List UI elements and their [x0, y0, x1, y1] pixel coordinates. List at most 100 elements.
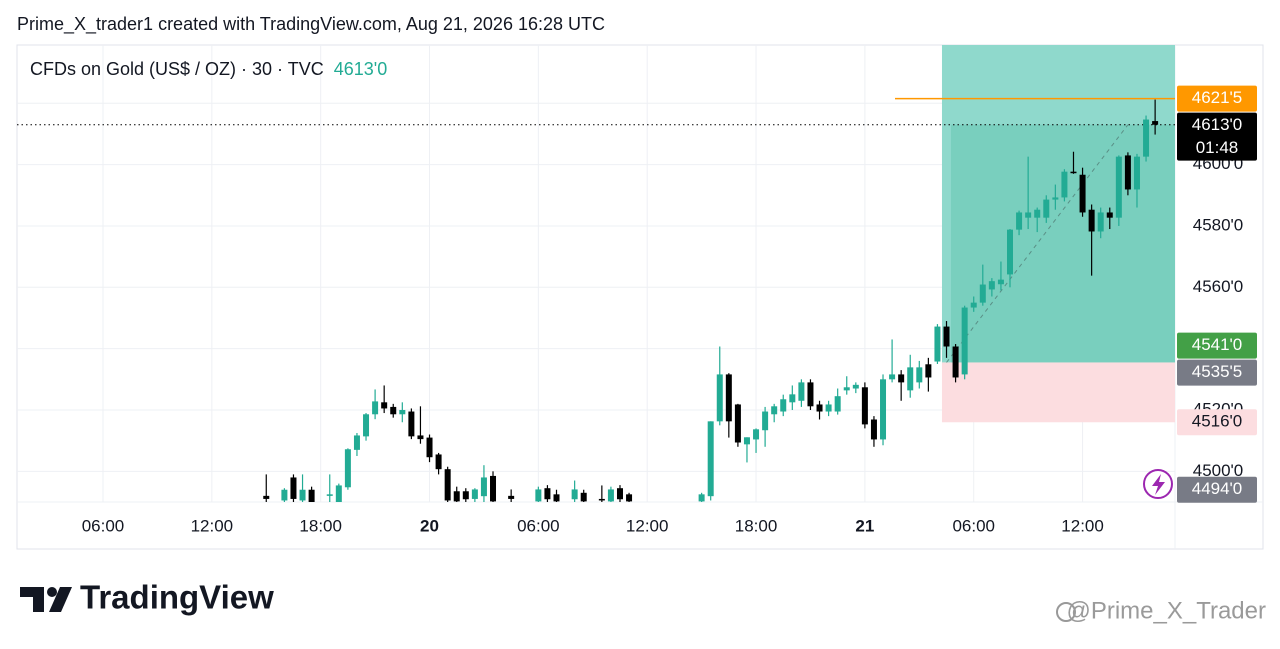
candle-body	[1034, 209, 1041, 218]
y-tick-label: 4560'0	[1193, 277, 1244, 296]
watermark-icon	[1056, 602, 1076, 622]
candle-body	[834, 396, 841, 412]
price-badge-label: 4535'5	[1192, 362, 1243, 381]
candle-body	[1016, 212, 1023, 230]
candle-body	[281, 489, 288, 501]
candle-body	[290, 477, 297, 499]
candle-body	[344, 449, 351, 488]
candle-body	[1133, 156, 1140, 190]
candle-body	[798, 382, 805, 401]
candle-body	[1061, 171, 1068, 198]
x-tick-label: 12:00	[191, 516, 234, 535]
candle-body	[426, 437, 433, 458]
candle-body	[544, 488, 551, 500]
position-tool	[941, 45, 1175, 423]
candle-body	[861, 387, 868, 425]
candle-body	[825, 404, 832, 412]
candle-body	[508, 495, 515, 499]
candle-body	[1043, 199, 1050, 218]
candle-body	[471, 489, 478, 499]
candle-body	[771, 406, 778, 415]
candle-body	[626, 494, 633, 502]
y-tick-label: 4500'0	[1193, 461, 1244, 480]
candle-body	[580, 492, 587, 502]
candle-body	[462, 491, 469, 500]
price-badge	[1177, 476, 1257, 503]
candle-body	[852, 384, 859, 389]
x-tick-label: 18:00	[735, 516, 778, 535]
loss-zone	[941, 362, 1175, 423]
x-tick-label: 06:00	[517, 516, 560, 535]
candle-body	[326, 494, 333, 496]
candle-body	[390, 406, 397, 415]
price-badge	[1177, 85, 1257, 112]
trade-line	[946, 124, 1129, 363]
candle-body	[299, 489, 306, 501]
candle-body	[1152, 121, 1159, 125]
candle-body	[880, 379, 887, 440]
candle-body	[716, 374, 723, 422]
candle-body	[408, 411, 415, 437]
candle-body	[381, 402, 388, 409]
candle-body	[916, 367, 923, 383]
candle-body	[571, 489, 578, 500]
x-tick-label: 06:00	[82, 516, 125, 535]
price-badge-label: 4516'0	[1192, 412, 1243, 431]
candle-body	[372, 401, 379, 415]
price-badge-label: 4613'0	[1192, 115, 1243, 134]
candle-body	[734, 404, 741, 443]
profit-filled	[950, 124, 1175, 363]
candle-body	[843, 387, 850, 391]
candle-body	[616, 488, 623, 500]
candle-body	[979, 284, 986, 303]
candle-body	[1025, 212, 1032, 218]
candle-body	[1007, 229, 1013, 275]
plot	[17, 97, 1175, 502]
alert-icon	[1143, 469, 1173, 499]
price-badge	[1177, 409, 1257, 436]
candle-body	[480, 477, 487, 497]
price-badge	[1177, 112, 1257, 161]
candle-body	[435, 454, 442, 470]
brand-logo	[20, 587, 72, 612]
candle-body	[308, 489, 315, 502]
candle-body	[1088, 209, 1095, 232]
x-tick-label: 18:00	[299, 516, 342, 535]
candle-body	[889, 374, 896, 380]
candle-body	[399, 409, 406, 415]
candle-body	[898, 374, 905, 383]
candle-body	[607, 489, 614, 502]
candle-body	[1070, 171, 1077, 174]
price-badge-label: 4494'0	[1192, 479, 1243, 498]
candle-body	[961, 307, 968, 375]
x-tick-label: 12:00	[1061, 516, 1104, 535]
candle-body	[535, 489, 542, 502]
candle-body	[598, 498, 605, 501]
candle-body	[725, 374, 732, 422]
candle-body	[762, 411, 769, 431]
candle-body	[353, 435, 360, 450]
candle-body	[780, 399, 787, 412]
x-tick-label: 12:00	[626, 516, 669, 535]
price-badge	[1177, 332, 1257, 359]
brand: TradingView	[80, 579, 274, 616]
x-tick-label: 20	[420, 516, 439, 535]
candle-body	[1106, 212, 1113, 218]
candle-body	[1052, 197, 1059, 200]
candle-body	[1124, 155, 1131, 190]
candle-body	[789, 394, 796, 403]
candle-body	[1115, 156, 1122, 218]
x-tick-label: 21	[855, 516, 874, 535]
candle-body	[997, 279, 1004, 285]
candle-body	[943, 326, 950, 347]
candle-body	[553, 494, 560, 502]
candle-body	[1079, 174, 1086, 213]
candle-body	[870, 419, 877, 440]
candle-body	[363, 414, 370, 437]
y-tick-label: 4580'0	[1193, 215, 1244, 234]
candle-body	[490, 475, 497, 502]
x-tick-label: 06:00	[952, 516, 995, 535]
axes: 4500'04520'04540'04560'04580'04600'04620…	[82, 85, 1257, 535]
candle-body	[970, 302, 977, 308]
